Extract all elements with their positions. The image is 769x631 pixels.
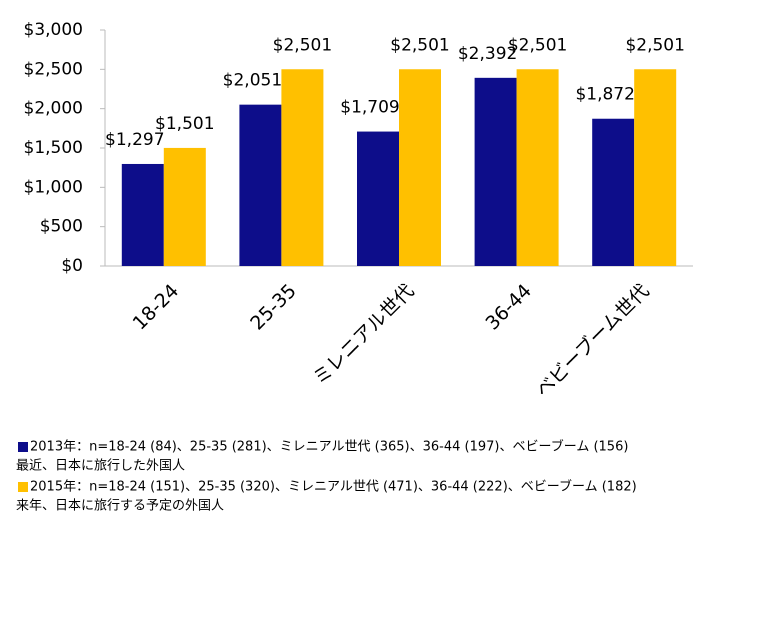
bar	[592, 118, 635, 267]
value-label: $2,501	[625, 35, 684, 55]
value-label: $1,501	[155, 114, 214, 134]
value-label: $2,501	[273, 35, 332, 55]
bar	[163, 147, 206, 266]
value-label: $2,051	[223, 71, 282, 91]
bar	[634, 69, 677, 266]
y-tick-label: $3,000	[24, 20, 83, 40]
value-label: $2,501	[508, 35, 567, 55]
value-label: $2,392	[458, 44, 517, 64]
legend-swatch	[18, 442, 28, 452]
y-tick-label: $1,500	[24, 138, 83, 158]
bar	[121, 163, 164, 266]
bar	[281, 69, 324, 266]
value-label: $2,501	[390, 35, 449, 55]
legend-note: 最近、日本に旅行した外国人	[16, 459, 185, 474]
y-tick-label: $500	[40, 217, 83, 237]
y-tick-label: $0	[61, 256, 83, 276]
value-label: $1,297	[105, 130, 164, 150]
legend-label: 2013年：n=18-24 (84)、25-35 (281)、ミレニアル世代 (…	[30, 439, 628, 455]
bar	[357, 131, 399, 266]
legend-note: 来年、日本に旅行する予定の外国人	[16, 499, 224, 514]
value-label: $1,872	[575, 85, 634, 105]
x-tick-label: 36-44	[481, 280, 536, 335]
bar	[516, 69, 559, 266]
y-tick-label: $2,000	[24, 99, 83, 119]
bar	[474, 77, 517, 266]
y-tick-label: $2,500	[24, 59, 83, 79]
x-tick-label: ベビーブーム世代	[531, 279, 654, 402]
value-label: $1,709	[340, 98, 399, 118]
x-tick-label: 25-35	[246, 280, 301, 335]
bar	[399, 69, 441, 266]
x-tick-label: 18-24	[129, 280, 184, 335]
legend-label: 2015年：n=18-24 (151)、25-35 (320)、ミレニアル世代 …	[30, 479, 637, 495]
y-tick-label: $1,000	[24, 177, 83, 197]
legend-swatch	[18, 482, 28, 492]
bar	[239, 104, 282, 266]
x-tick-label: ミレニアル世代	[309, 280, 418, 389]
